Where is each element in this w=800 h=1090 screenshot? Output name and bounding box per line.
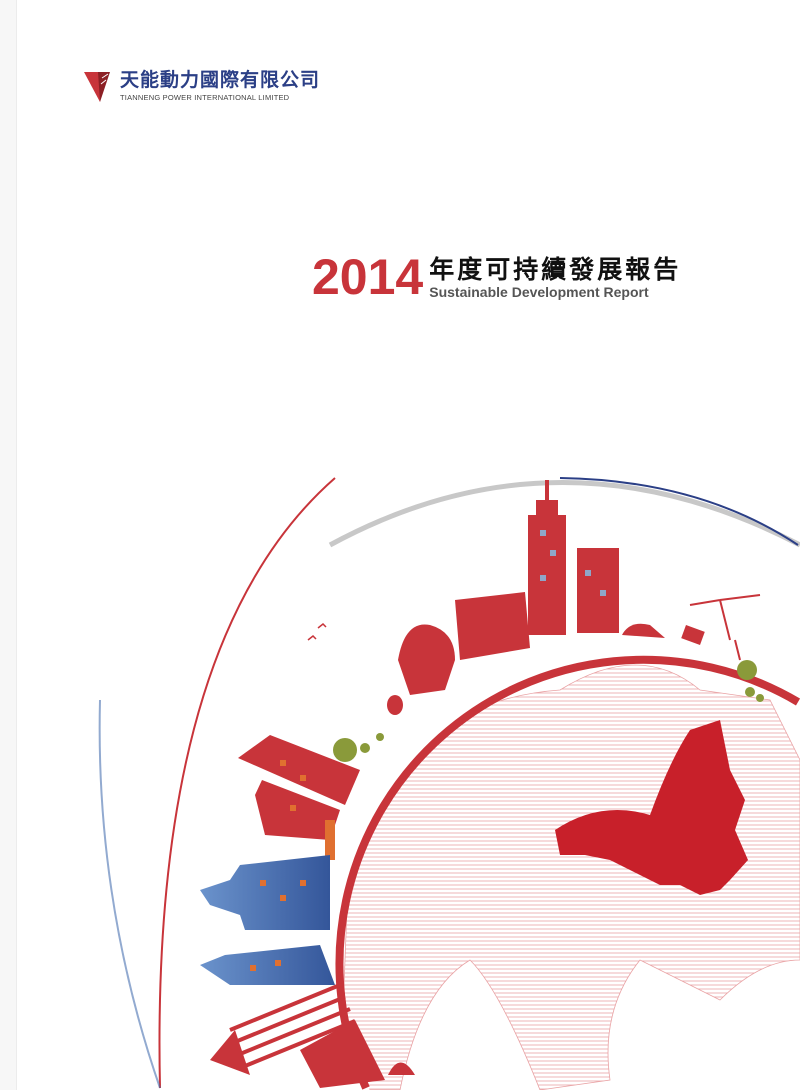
blue-building-1: [200, 855, 330, 930]
report-title-en: Sustainable Development Report: [429, 284, 649, 300]
report-year: 2014: [312, 249, 424, 305]
dome-building: [398, 624, 455, 695]
logo-v-icon: [84, 72, 110, 102]
hotel-building: [577, 548, 619, 633]
trees: [333, 660, 764, 762]
wind-turbines: [689, 594, 761, 661]
hot-air-balloon: [388, 1062, 415, 1075]
tower-building: [528, 515, 566, 635]
blue-building-2: [200, 945, 335, 985]
red-building-2: [255, 780, 340, 840]
scooter: [387, 695, 403, 715]
company-name-cn: 天能動力國際有限公司: [120, 70, 321, 91]
car: [622, 623, 665, 638]
skyline-top: [387, 480, 665, 715]
arch-building: [455, 592, 530, 660]
book-spine: [0, 0, 17, 1090]
solar-panel: [681, 625, 705, 645]
red-building-1: [238, 735, 360, 805]
report-title: 2014 年度可持續發展報告 Sustainable Development R…: [312, 252, 681, 302]
china-map: [555, 720, 748, 895]
outer-red-arc: [158, 477, 336, 1089]
company-logo: 天能動力國際有限公司 TIANNENG POWER INTERNATIONAL …: [84, 70, 320, 104]
red-building-3: [300, 1020, 385, 1088]
striped-building: [229, 983, 356, 1068]
outer-blue-left-arc: [98, 699, 161, 1089]
company-name-en: TIANNENG POWER INTERNATIONAL LIMITED: [120, 93, 290, 102]
outer-gray-arc: [328, 480, 800, 548]
outer-blue-arc: [559, 477, 799, 546]
birds: [307, 622, 327, 641]
globe-red-ring: [335, 655, 800, 1090]
report-title-cn: 年度可持續發展報告: [429, 256, 682, 284]
